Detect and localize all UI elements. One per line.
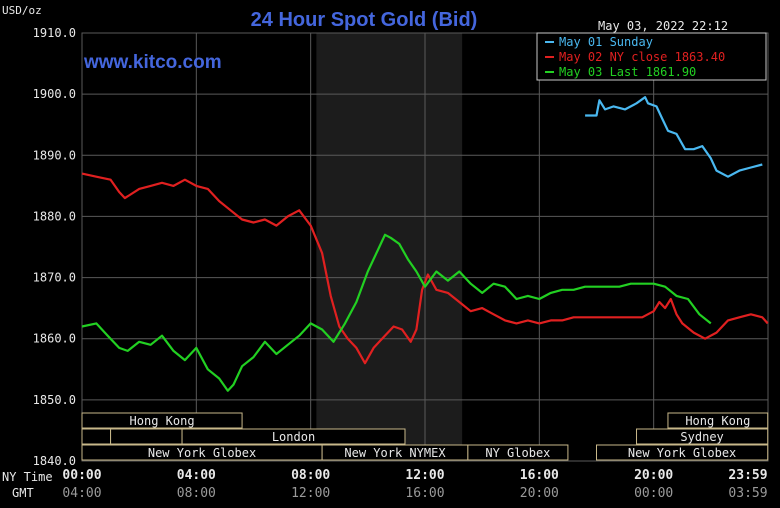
y-axis: 1910.0 1900.0 1890.0 1880.0 1870.0 1860.0 1850… [33,26,76,468]
x-tick-ny: 04:00 [177,468,216,483]
x-tick-gmt: 16:00 [405,486,444,501]
session-hong-kong-bar [81,412,243,429]
y-tick-label: 1840.0 [33,454,76,468]
x-axis: NY Time GMT 00:00 04:00 08:00 12:00 16:00 20:00… [2,468,768,501]
units-label: USD/oz [2,4,42,17]
y-tick-label: 1860.0 [33,332,76,346]
y-tick-label: 1850.0 [33,393,76,407]
legend-box [536,32,767,81]
x-tick-gmt: 04:00 [62,486,101,501]
session-sydney-bar [636,428,769,445]
session-new-york-nymex-label: New York NYMEX [344,446,446,460]
session-hong-kong-label: Hong Kong [130,414,195,428]
session-london-bar [181,428,406,445]
ny-time-label: NY Time [2,470,53,484]
x-tick-gmt: 12:00 [291,486,330,501]
x-tick-gmt: 20:00 [520,486,559,501]
session-ny-globex-bar [467,444,569,461]
y-tick-label: 1870.0 [33,271,76,285]
session-bars: Hong Kong London New York Globex New York N… [81,412,769,461]
x-tick-gmt: 08:00 [177,486,216,501]
session-london-label: London [272,430,315,444]
grid [81,32,769,462]
legend-label: May 02 NY close 1863.40 [559,50,725,64]
x-tick-ny: 08:00 [291,468,330,483]
session-hong-kong-2-label: Hong Kong [685,414,750,428]
y-tick-label: 1890.0 [33,148,76,162]
x-tick-ny: 00:00 [62,468,101,483]
session-new-york-globex-label: New York Globex [148,446,256,460]
series-line-1 [585,96,763,178]
session-new-york-globex-2-label: New York Globex [628,446,736,460]
y-tick-label: 1910.0 [33,26,76,40]
x-tick-ny: 23:59 [728,468,767,483]
nymex-session-shade [316,33,463,461]
y-tick-label: 1880.0 [33,209,76,223]
x-tick-ny: 20:00 [634,468,673,483]
x-tick-gmt: 00:00 [634,486,673,501]
gmt-label: GMT [12,486,34,500]
series-line-2 [81,172,769,365]
x-tick-ny: 16:00 [520,468,559,483]
legend-label: May 03 Last 1861.90 [559,65,696,79]
session-segment-bar [110,428,183,445]
series-line-3 [81,233,712,392]
x-tick-gmt: 03:59 [728,486,767,501]
legend-label: May 01 Sunday [559,35,653,49]
x-tick-ny: 12:00 [405,468,444,483]
watermark: www.kitco.com [83,52,222,73]
timestamp: May 03, 2022 22:12 [598,19,728,33]
session-ny-globex-label: NY Globex [485,446,550,460]
y-tick-label: 1900.0 [33,87,76,101]
session-new-york-globex-2-bar [596,444,769,461]
session-sydney-label: Sydney [680,430,723,444]
plot-border [81,32,769,462]
session-hong-kong-2-bar [667,412,769,429]
chart-title: 24 Hour Spot Gold (Bid) [251,9,478,31]
session-segment-bar [81,428,112,445]
